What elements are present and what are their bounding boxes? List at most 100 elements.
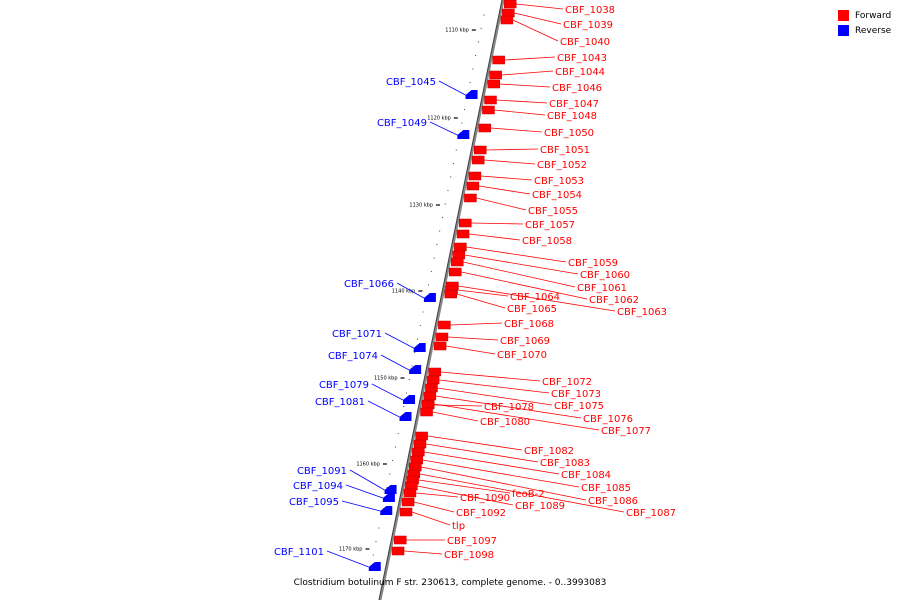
reverse-gene-feature[interactable] xyxy=(457,130,470,139)
forward-gene-feature[interactable] xyxy=(474,145,487,155)
forward-gene-label[interactable]: CBF_1064 xyxy=(510,292,560,303)
forward-gene-label[interactable]: CBF_1052 xyxy=(537,160,587,171)
forward-gene-label[interactable]: CBF_1059 xyxy=(568,258,618,269)
forward-gene-label[interactable]: CBF_1039 xyxy=(563,20,613,31)
reverse-gene-label[interactable]: CBF_1074 xyxy=(328,351,378,362)
reverse-gene-label[interactable]: CBF_1045 xyxy=(386,77,436,88)
forward-gene-label[interactable]: CBF_1069 xyxy=(500,336,550,347)
reverse-gene-label[interactable]: CBF_1081 xyxy=(315,397,365,408)
forward-gene-feature[interactable] xyxy=(478,123,492,133)
forward-gene-label[interactable]: CBF_1047 xyxy=(549,99,599,110)
forward-gene-feature[interactable] xyxy=(471,155,485,165)
forward-gene-label[interactable]: CBF_1090 xyxy=(460,493,510,504)
forward-gene-feature[interactable] xyxy=(500,15,514,25)
reverse-gene-feature[interactable] xyxy=(409,365,422,374)
forward-gene-feature[interactable] xyxy=(425,383,438,393)
forward-gene-feature[interactable] xyxy=(412,447,425,457)
reverse-gene-feature[interactable] xyxy=(399,412,412,421)
forward-gene-label[interactable]: CBF_1057 xyxy=(525,220,575,231)
forward-gene-feature[interactable] xyxy=(428,367,441,377)
forward-gene-feature[interactable] xyxy=(413,439,427,449)
forward-gene-feature[interactable] xyxy=(399,507,413,517)
forward-gene-feature[interactable] xyxy=(426,375,440,385)
forward-gene-label[interactable]: CBF_1092 xyxy=(456,508,506,519)
forward-gene-feature[interactable] xyxy=(394,535,407,545)
forward-gene-label[interactable]: CBF_1040 xyxy=(560,37,610,48)
reverse-gene-label[interactable]: CBF_1094 xyxy=(293,481,343,492)
forward-gene-label[interactable]: CBF_1050 xyxy=(544,128,594,139)
forward-gene-feature[interactable] xyxy=(464,193,477,203)
forward-gene-label[interactable]: feoB-2 xyxy=(512,489,545,500)
forward-gene-feature[interactable] xyxy=(423,391,437,401)
forward-gene-label[interactable]: tlp xyxy=(452,521,465,532)
forward-gene-feature[interactable] xyxy=(403,488,417,498)
forward-gene-label[interactable]: CBF_1062 xyxy=(589,295,639,306)
forward-gene-label[interactable]: CBF_1077 xyxy=(601,426,651,437)
forward-gene-label[interactable]: CBF_1038 xyxy=(565,5,615,16)
forward-gene-feature[interactable] xyxy=(451,257,464,267)
forward-gene-feature[interactable] xyxy=(459,218,472,228)
forward-gene-label[interactable]: CBF_1072 xyxy=(542,377,592,388)
forward-gene-label[interactable]: CBF_1058 xyxy=(522,236,572,247)
reverse-gene-label[interactable]: CBF_1079 xyxy=(319,380,369,391)
forward-gene-label[interactable]: CBF_1078 xyxy=(484,402,534,413)
forward-gene-label[interactable]: CBF_1082 xyxy=(524,446,574,457)
forward-gene-feature[interactable] xyxy=(401,497,415,507)
forward-gene-feature[interactable] xyxy=(433,341,447,351)
forward-gene-feature[interactable] xyxy=(482,105,495,115)
reverse-gene-feature[interactable] xyxy=(423,293,436,302)
forward-gene-feature[interactable] xyxy=(466,181,480,191)
forward-gene-feature[interactable] xyxy=(487,79,501,89)
forward-gene-label[interactable]: CBF_1054 xyxy=(532,190,582,201)
forward-gene-label[interactable]: CBF_1098 xyxy=(444,550,494,561)
forward-gene-label[interactable]: CBF_1055 xyxy=(528,206,578,217)
reverse-gene-label[interactable]: CBF_1066 xyxy=(344,279,394,290)
forward-gene-feature[interactable] xyxy=(415,431,428,441)
forward-gene-label[interactable]: CBF_1084 xyxy=(561,470,611,481)
forward-gene-label[interactable]: CBF_1076 xyxy=(583,414,633,425)
forward-gene-label[interactable]: CBF_1087 xyxy=(626,508,676,519)
forward-gene-label[interactable]: CBF_1046 xyxy=(552,83,602,94)
forward-gene-feature[interactable] xyxy=(444,289,457,299)
forward-gene-label[interactable]: CBF_1070 xyxy=(497,350,547,361)
forward-gene-label[interactable]: CBF_1075 xyxy=(554,401,604,412)
forward-gene-feature[interactable] xyxy=(503,0,517,9)
forward-gene-feature[interactable] xyxy=(438,320,451,330)
forward-gene-feature[interactable] xyxy=(435,332,449,342)
reverse-gene-feature[interactable] xyxy=(413,343,426,352)
forward-gene-label[interactable]: CBF_1068 xyxy=(504,319,554,330)
reverse-gene-label[interactable]: CBF_1049 xyxy=(377,118,427,129)
forward-gene-label[interactable]: CBF_1043 xyxy=(557,53,607,64)
forward-gene-label[interactable]: CBF_1061 xyxy=(577,283,627,294)
forward-gene-feature[interactable] xyxy=(454,242,467,252)
reverse-gene-feature[interactable] xyxy=(368,562,381,571)
forward-gene-label[interactable]: CBF_1044 xyxy=(555,67,605,78)
forward-gene-label[interactable]: CBF_1051 xyxy=(540,145,590,156)
reverse-gene-label[interactable]: CBF_1101 xyxy=(274,547,324,558)
forward-gene-label[interactable]: CBF_1089 xyxy=(515,501,565,512)
reverse-gene-feature[interactable] xyxy=(403,395,415,404)
forward-gene-feature[interactable] xyxy=(391,546,405,556)
forward-gene-label[interactable]: CBF_1060 xyxy=(580,270,630,281)
forward-gene-label[interactable]: CBF_1086 xyxy=(588,496,638,507)
forward-gene-feature[interactable] xyxy=(456,229,470,239)
forward-gene-label[interactable]: CBF_1065 xyxy=(507,304,557,315)
forward-gene-label[interactable]: CBF_1048 xyxy=(547,111,597,122)
forward-gene-feature[interactable] xyxy=(468,171,482,181)
forward-gene-feature[interactable] xyxy=(448,267,462,277)
reverse-gene-label[interactable]: CBF_1095 xyxy=(289,497,339,508)
forward-gene-label[interactable]: CBF_1073 xyxy=(551,389,601,400)
reverse-gene-feature[interactable] xyxy=(380,506,393,515)
forward-gene-label[interactable]: CBF_1097 xyxy=(447,536,497,547)
forward-gene-label[interactable]: CBF_1063 xyxy=(617,307,667,318)
forward-gene-feature[interactable] xyxy=(484,95,497,105)
reverse-gene-label[interactable]: CBF_1091 xyxy=(297,466,347,477)
forward-gene-label[interactable]: CBF_1080 xyxy=(480,417,530,428)
forward-gene-label[interactable]: CBF_1083 xyxy=(540,458,590,469)
forward-gene-feature[interactable] xyxy=(420,407,433,417)
forward-gene-label[interactable]: CBF_1053 xyxy=(534,176,584,187)
forward-gene-feature[interactable] xyxy=(489,70,502,80)
reverse-gene-feature[interactable] xyxy=(384,485,397,494)
forward-gene-label[interactable]: CBF_1085 xyxy=(581,483,631,494)
reverse-gene-feature[interactable] xyxy=(465,90,478,99)
